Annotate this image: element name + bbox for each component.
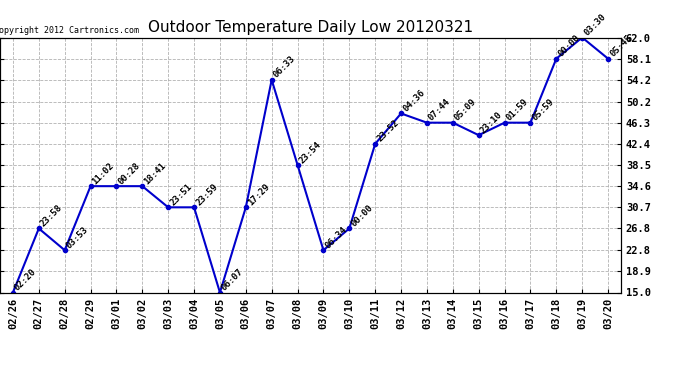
Text: 05:09: 05:09 bbox=[453, 98, 478, 123]
Text: 23:51: 23:51 bbox=[168, 182, 194, 207]
Text: 00:00: 00:00 bbox=[556, 33, 582, 58]
Text: 18:41: 18:41 bbox=[142, 161, 168, 186]
Text: 01:59: 01:59 bbox=[504, 98, 530, 123]
Text: 23:58: 23:58 bbox=[39, 203, 64, 228]
Text: 03:30: 03:30 bbox=[582, 12, 608, 38]
Text: 23:59: 23:59 bbox=[194, 182, 219, 207]
Text: 06:34: 06:34 bbox=[324, 225, 349, 250]
Text: 17:29: 17:29 bbox=[246, 182, 271, 207]
Text: Copyright 2012 Cartronics.com: Copyright 2012 Cartronics.com bbox=[0, 26, 139, 35]
Text: 23:54: 23:54 bbox=[297, 140, 323, 165]
Text: 11:02: 11:02 bbox=[90, 161, 116, 186]
Text: 07:44: 07:44 bbox=[427, 98, 453, 123]
Title: Outdoor Temperature Daily Low 20120321: Outdoor Temperature Daily Low 20120321 bbox=[148, 20, 473, 35]
Text: 03:53: 03:53 bbox=[65, 225, 90, 250]
Text: 00:00: 00:00 bbox=[349, 203, 375, 228]
Text: 06:33: 06:33 bbox=[272, 54, 297, 80]
Text: 06:07: 06:07 bbox=[220, 267, 246, 292]
Text: 05:45: 05:45 bbox=[608, 33, 633, 58]
Text: 04:36: 04:36 bbox=[401, 88, 426, 114]
Text: 23:52: 23:52 bbox=[375, 118, 401, 144]
Text: 02:20: 02:20 bbox=[13, 267, 39, 292]
Text: 23:10: 23:10 bbox=[479, 110, 504, 135]
Text: 00:28: 00:28 bbox=[117, 161, 142, 186]
Text: 05:59: 05:59 bbox=[531, 98, 556, 123]
